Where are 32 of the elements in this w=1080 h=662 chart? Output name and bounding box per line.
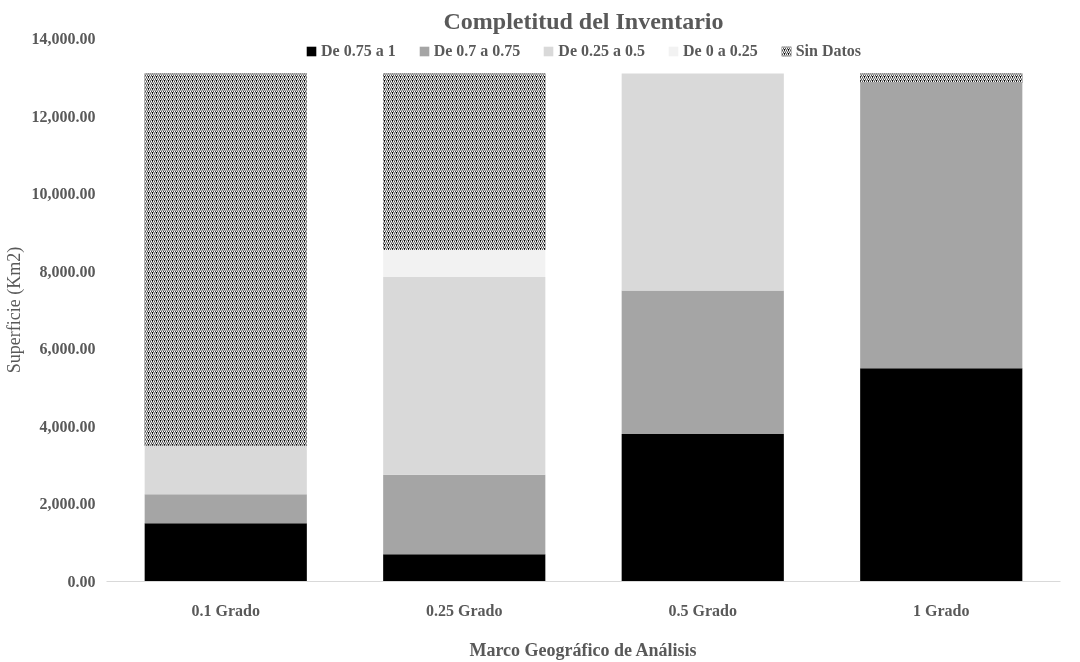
y-tick-label: 0.00 (67, 573, 96, 590)
bar (383, 474, 546, 555)
chart-title: Completitud del Inventario (443, 7, 724, 34)
bar (621, 73, 784, 291)
x-tick-label: 1 Grado (913, 601, 970, 619)
x-tick-label: 0.5 Grado (668, 601, 737, 619)
legend-label: Sin Datos (795, 42, 861, 60)
bar (144, 445, 307, 495)
bar (860, 83, 1023, 369)
legend-label: De 0.7 a 0.75 (433, 42, 521, 60)
y-tick-label: 4,000.00 (39, 417, 96, 435)
bar (383, 554, 546, 582)
legend-label: De 0.75 a 1 (321, 42, 396, 60)
x-tick-label: 0.1 Grado (191, 601, 260, 619)
x-tick-label: 0.25 Grado (426, 601, 503, 619)
legend-label: De 0.25 a 0.5 (558, 42, 645, 60)
bar (144, 494, 307, 524)
y-tick-label: 12,000.00 (31, 107, 96, 125)
bar (144, 523, 307, 582)
legend-label: De 0 a 0.25 (682, 42, 758, 60)
y-tick-label: 2,000.00 (39, 495, 96, 513)
bar (383, 249, 546, 278)
y-axis-title: Superficie (Km2) (3, 246, 25, 374)
bar (860, 368, 1023, 582)
y-tick-label: 6,000.00 (39, 340, 96, 358)
x-axis-title: Marco Geográfico de Análisis (469, 639, 697, 660)
y-tick-label: 14,000.00 (31, 30, 96, 47)
bar (383, 277, 546, 475)
y-tick-label: 8,000.00 (39, 262, 96, 280)
bar (621, 434, 784, 582)
bar (621, 290, 784, 435)
y-tick-label: 10,000.00 (31, 185, 96, 203)
